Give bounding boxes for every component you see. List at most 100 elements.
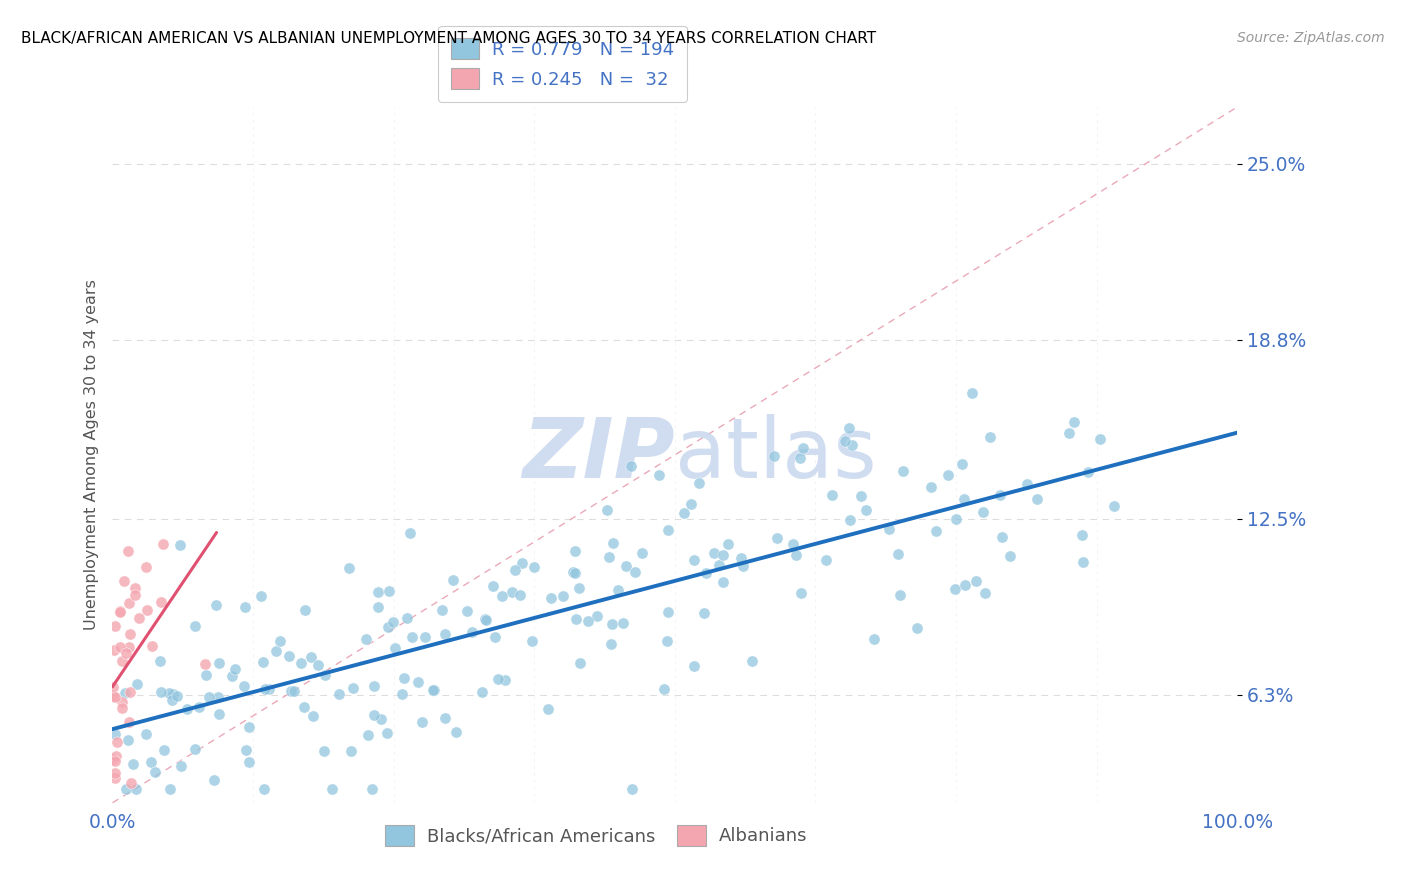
Point [441,574,464,588]
Point [391,687,413,701]
Point [510,556,533,570]
Point [1025,492,1047,507]
Point [422,682,444,697]
Point [184,619,207,633]
Legend: Blacks/African Americans, Albanians: Blacks/African Americans, Albanians [378,818,814,853]
Point [945,512,967,526]
Point [433,627,456,641]
Point [657,605,679,619]
Point [943,582,966,596]
Point [141,639,163,653]
Point [204,773,226,788]
Point [564,566,586,580]
Point [224,662,246,676]
Point [602,536,624,550]
Point [620,781,643,796]
Point [118,684,141,698]
Point [208,656,231,670]
Point [112,574,135,589]
Point [122,756,145,771]
Point [157,686,180,700]
Point [302,709,325,723]
Point [238,755,260,769]
Point [377,619,399,633]
Point [292,699,315,714]
Point [235,743,257,757]
Point [763,449,786,463]
Point [367,585,389,599]
Point [118,596,141,610]
Point [413,630,436,644]
Point [789,451,811,466]
Point [509,588,531,602]
Point [135,603,157,617]
Point [713,548,735,562]
Point [1076,465,1098,479]
Text: Source: ZipAtlas.com: Source: ZipAtlas.com [1237,31,1385,45]
Point [475,613,498,627]
Point [576,614,599,628]
Point [337,561,360,575]
Point [170,759,193,773]
Point [375,726,398,740]
Point [120,627,142,641]
Point [103,727,125,741]
Point [600,617,623,632]
Point [486,673,509,687]
Point [399,525,422,540]
Point [221,669,243,683]
Point [491,589,513,603]
Point [105,735,128,749]
Point [104,690,127,704]
Point [159,781,181,796]
Point [569,656,592,670]
Point [381,615,404,629]
Point [688,476,710,491]
Point [430,603,453,617]
Point [792,441,814,455]
Point [103,643,125,657]
Point [683,659,706,673]
Point [711,574,734,589]
Point [564,544,586,558]
Point [207,690,229,704]
Point [204,598,226,612]
Point [250,590,273,604]
Point [612,615,634,630]
Point [925,524,948,539]
Point [117,544,139,558]
Point [920,480,942,494]
Point [290,656,312,670]
Point [124,589,146,603]
Point [111,654,134,668]
Y-axis label: Unemployment Among Ages 30 to 34 years: Unemployment Among Ages 30 to 34 years [83,279,98,631]
Point [631,546,654,560]
Point [392,671,415,685]
Point [269,633,291,648]
Point [135,560,157,574]
Point [252,655,274,669]
Point [695,566,717,580]
Point [233,679,256,693]
Point [377,583,399,598]
Point [974,586,997,600]
Point [354,632,377,646]
Point [741,654,763,668]
Point [111,701,134,715]
Point [562,566,585,580]
Point [965,574,987,589]
Point [620,458,643,473]
Point [1071,528,1094,542]
Point [838,421,860,435]
Point [785,548,807,562]
Point [520,634,543,648]
Point [253,781,276,796]
Point [681,497,703,511]
Point [152,537,174,551]
Point [238,719,260,733]
Point [197,690,219,704]
Point [716,537,738,551]
Point [820,488,842,502]
Point [1071,555,1094,569]
Point [887,547,910,561]
